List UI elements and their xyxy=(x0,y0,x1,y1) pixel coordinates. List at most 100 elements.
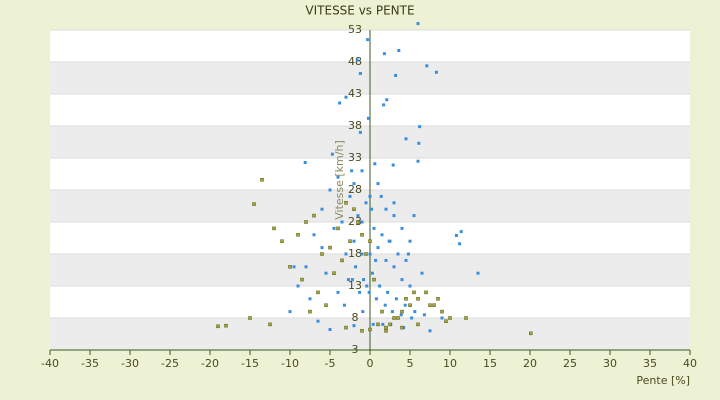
scatter-point xyxy=(384,258,388,262)
scatter-point xyxy=(360,220,364,224)
scatter-point xyxy=(396,316,400,320)
scatter-point xyxy=(404,137,408,141)
scatter-point xyxy=(371,322,375,326)
scatter-point xyxy=(344,325,348,330)
scatter-point xyxy=(296,284,300,288)
scatter-point xyxy=(350,278,354,282)
scatter-point xyxy=(361,310,365,314)
scatter-point xyxy=(338,101,342,105)
scatter-point xyxy=(355,58,359,62)
x-tick-label: 40 xyxy=(683,357,697,370)
scatter-point xyxy=(392,316,396,320)
scatter-point xyxy=(370,271,374,275)
scatter-point xyxy=(342,303,346,307)
scatter-point xyxy=(400,309,404,314)
scatter-point xyxy=(410,316,414,320)
x-axis-title: Pente [%] xyxy=(636,374,690,387)
x-tick-label: -15 xyxy=(241,357,259,370)
scatter-point xyxy=(348,194,352,198)
x-tick-label: 5 xyxy=(407,357,414,370)
scatter-point xyxy=(308,297,312,301)
x-tick-label: -30 xyxy=(121,357,139,370)
scatter-point xyxy=(352,207,356,211)
scatter-point xyxy=(354,265,358,269)
scatter-point xyxy=(400,226,404,230)
scatter-point xyxy=(344,201,348,205)
scatter-point xyxy=(412,290,416,295)
scatter-point xyxy=(364,252,368,256)
scatter-point xyxy=(356,220,360,224)
scatter-point xyxy=(303,160,307,164)
scatter-point xyxy=(374,258,378,262)
scatter-point xyxy=(382,52,386,56)
scatter-point xyxy=(454,233,458,237)
x-tick-label: -20 xyxy=(201,357,219,370)
x-tick-label: -5 xyxy=(325,357,336,370)
scatter-point xyxy=(348,239,352,243)
y-tick-label: 38 xyxy=(348,119,362,132)
scatter-point xyxy=(370,207,374,211)
scatter-point xyxy=(436,297,440,301)
x-tick-label: -25 xyxy=(161,357,179,370)
scatter-point xyxy=(350,169,354,173)
scatter-point xyxy=(376,322,380,327)
scatter-point xyxy=(366,38,370,42)
y-tick-label: 8 xyxy=(352,311,359,324)
scatter-point xyxy=(332,226,336,230)
scatter-point xyxy=(367,290,371,294)
scatter-point xyxy=(417,141,421,145)
scatter-point xyxy=(368,252,372,256)
scatter-point xyxy=(448,316,452,320)
scatter-point xyxy=(464,316,468,320)
x-tick-label: 15 xyxy=(483,357,497,370)
y-tick-label: 53 xyxy=(348,23,362,36)
scatter-point xyxy=(312,213,316,218)
scatter-point xyxy=(424,290,428,295)
scatter-point xyxy=(476,271,480,275)
scatter-point xyxy=(316,290,320,295)
scatter-point xyxy=(332,271,336,275)
scatter-point xyxy=(336,290,340,294)
scatter-point xyxy=(248,316,252,320)
scatter-point xyxy=(420,271,424,275)
scatter-point xyxy=(440,316,444,320)
scatter-point xyxy=(336,175,340,179)
scatter-point xyxy=(425,64,429,68)
scatter-point xyxy=(413,310,417,314)
scatter-point xyxy=(224,323,228,328)
scatter-point xyxy=(416,297,420,301)
scatter-point xyxy=(358,72,362,76)
scatter-point xyxy=(378,284,382,288)
scatter-point xyxy=(386,290,390,294)
scatter-point xyxy=(403,303,407,307)
scatter-point xyxy=(320,207,324,211)
scatter-point xyxy=(459,230,463,234)
scatter-point xyxy=(300,277,304,282)
scatter-point xyxy=(352,182,356,186)
x-tick-label: 0 xyxy=(367,357,374,370)
scatter-point xyxy=(399,313,403,317)
scatter-point xyxy=(388,322,392,327)
scatter-point xyxy=(268,322,272,327)
scatter-point xyxy=(324,303,328,307)
scatter-point xyxy=(404,297,408,301)
scatter-point xyxy=(384,329,388,333)
scatter-point xyxy=(397,48,401,52)
x-tick-label: 35 xyxy=(643,357,657,370)
x-tick-label: 25 xyxy=(563,357,577,370)
scatter-point xyxy=(392,201,396,205)
scatter-point xyxy=(344,252,348,256)
y-axis-title: Vitesse [km/h] xyxy=(333,140,346,220)
x-tick-label: -10 xyxy=(281,357,299,370)
scatter-point xyxy=(434,70,438,74)
scatter-point xyxy=(373,162,377,166)
scatter-point xyxy=(381,322,385,326)
scatter-point xyxy=(288,310,292,314)
scatter-point xyxy=(387,239,391,243)
scatter-point xyxy=(384,325,388,330)
y-tick-label: 33 xyxy=(348,151,362,164)
scatter-point xyxy=(352,324,356,328)
scatter-point xyxy=(340,258,344,263)
